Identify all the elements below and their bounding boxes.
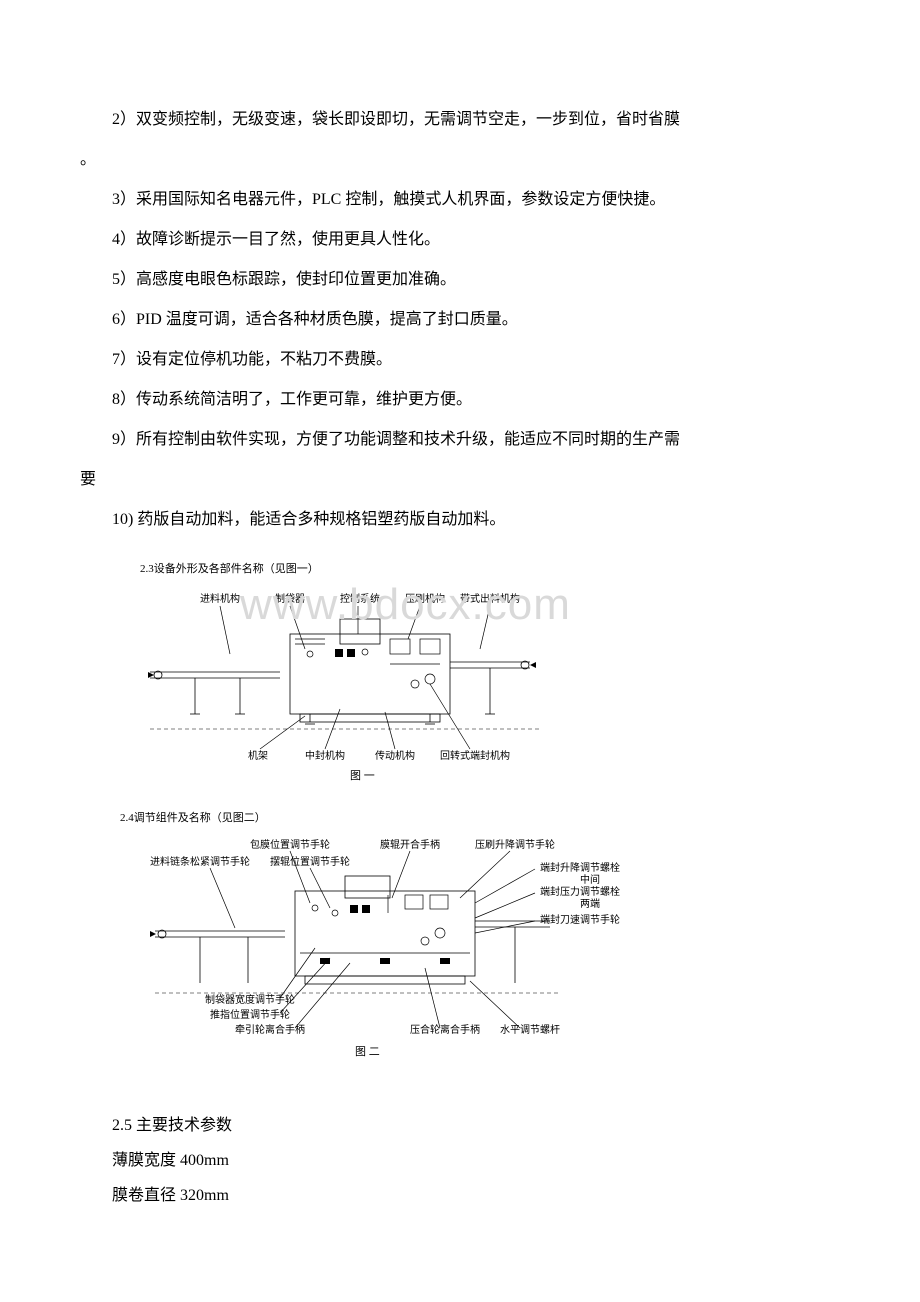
fig2-r-0: 端封升降调节螺栓 xyxy=(540,861,620,874)
fig2-r-3: 两端 xyxy=(580,897,600,910)
fig2-top-2: 压刷升降调节手轮 xyxy=(475,838,555,851)
fig2-r-2: 端封压力调节螺栓 xyxy=(540,885,620,898)
fig2-top-0: 包膜位置调节手轮 xyxy=(250,838,330,851)
list-item-2b: 。 xyxy=(80,140,840,180)
fig2-r-4: 端封刀速调节手轮 xyxy=(540,913,620,926)
specs-block: 2.5 主要技术参数 薄膜宽度 400mm 膜卷直径 320mm xyxy=(80,1108,840,1214)
fig1-top-1: 制袋器 xyxy=(275,592,305,605)
spec-2: 膜卷直径 320mm xyxy=(80,1178,840,1213)
document-page: www.bdocx.com 2）双变频控制，无级变速，袋长即设即切，无需调节空走… xyxy=(0,0,920,1274)
list-item-9: 9）所有控制由软件实现，方便了功能调整和技术升级，能适应不同时期的生产需 xyxy=(80,420,840,460)
fig2-caption: 图 二 xyxy=(355,1045,380,1058)
section-2-4-title: 2.4调节组件及名称（见图二） xyxy=(120,809,840,825)
fig1-top-3: 压刷机构 xyxy=(405,592,445,605)
section-2-3-title: 2.3设备外形及各部件名称（见图一） xyxy=(140,560,840,576)
fig1-caption: 图 一 xyxy=(350,769,375,782)
fig2-b-1: 水平调节螺杆 xyxy=(500,1024,560,1036)
fig2-l-1: 推指位置调节手轮 xyxy=(210,1008,290,1021)
fig2-r2-1: 摆辊位置调节手轮 xyxy=(270,855,350,868)
fig1-top-4: 带式出料机构 xyxy=(460,592,520,605)
figure-2: 包膜位置调节手轮 膜辊开合手柄 压刷升降调节手轮 进料链条松紧调节手轮 摆辊位置… xyxy=(140,833,840,1068)
list-item-3: 3）采用国际知名电器元件，PLC 控制，触摸式人机界面，参数设定方便快捷。 xyxy=(80,180,840,220)
fig1-top-2: 控制系统 xyxy=(340,592,380,605)
list-item-7: 7）设有定位停机功能，不粘刀不费膜。 xyxy=(80,340,840,380)
fig1-bot-0: 机架 xyxy=(248,749,268,762)
fig2-b-0: 压合轮离合手柄 xyxy=(410,1023,480,1036)
list-item-4: 4）故障诊断提示一目了然，使用更具人性化。 xyxy=(80,220,840,260)
fig2-r2-0: 进料链条松紧调节手轮 xyxy=(150,855,250,868)
list-item-9b: 要 xyxy=(80,460,840,500)
list-item-6: 6）PID 温度可调，适合各种材质色膜，提高了封口质量。 xyxy=(80,300,840,340)
fig2-top-1: 膜辊开合手柄 xyxy=(380,838,440,851)
figure-1: 进料机构 制袋器 控制系统 压刷机构 带式出料机构 xyxy=(140,584,840,789)
list-item-5: 5）高感度电眼色标跟踪，使封印位置更加准确。 xyxy=(80,260,840,300)
fig2-r-1: 中间 xyxy=(580,873,600,886)
spec-1: 薄膜宽度 400mm xyxy=(80,1143,840,1178)
fig1-top-0: 进料机构 xyxy=(200,592,240,605)
fig2-l-0: 制袋器宽度调节手轮 xyxy=(205,993,295,1006)
fig1-bot-1: 中封机构 xyxy=(305,749,345,762)
list-item-10: 10) 药版自动加料，能适合多种规格铝塑药版自动加料。 xyxy=(80,500,840,540)
list-item-8: 8）传动系统简洁明了，工作更可靠，维护更方便。 xyxy=(80,380,840,420)
fig1-bot-2: 传动机构 xyxy=(375,749,415,762)
fig2-l-2: 牵引轮离合手柄 xyxy=(235,1023,305,1036)
fig1-bot-3: 回转式端封机构 xyxy=(440,749,510,762)
section-2-5-title: 2.5 主要技术参数 xyxy=(80,1108,840,1143)
list-item-2: 2）双变频控制，无级变速，袋长即设即切，无需调节空走，一步到位，省时省膜 xyxy=(80,100,840,140)
